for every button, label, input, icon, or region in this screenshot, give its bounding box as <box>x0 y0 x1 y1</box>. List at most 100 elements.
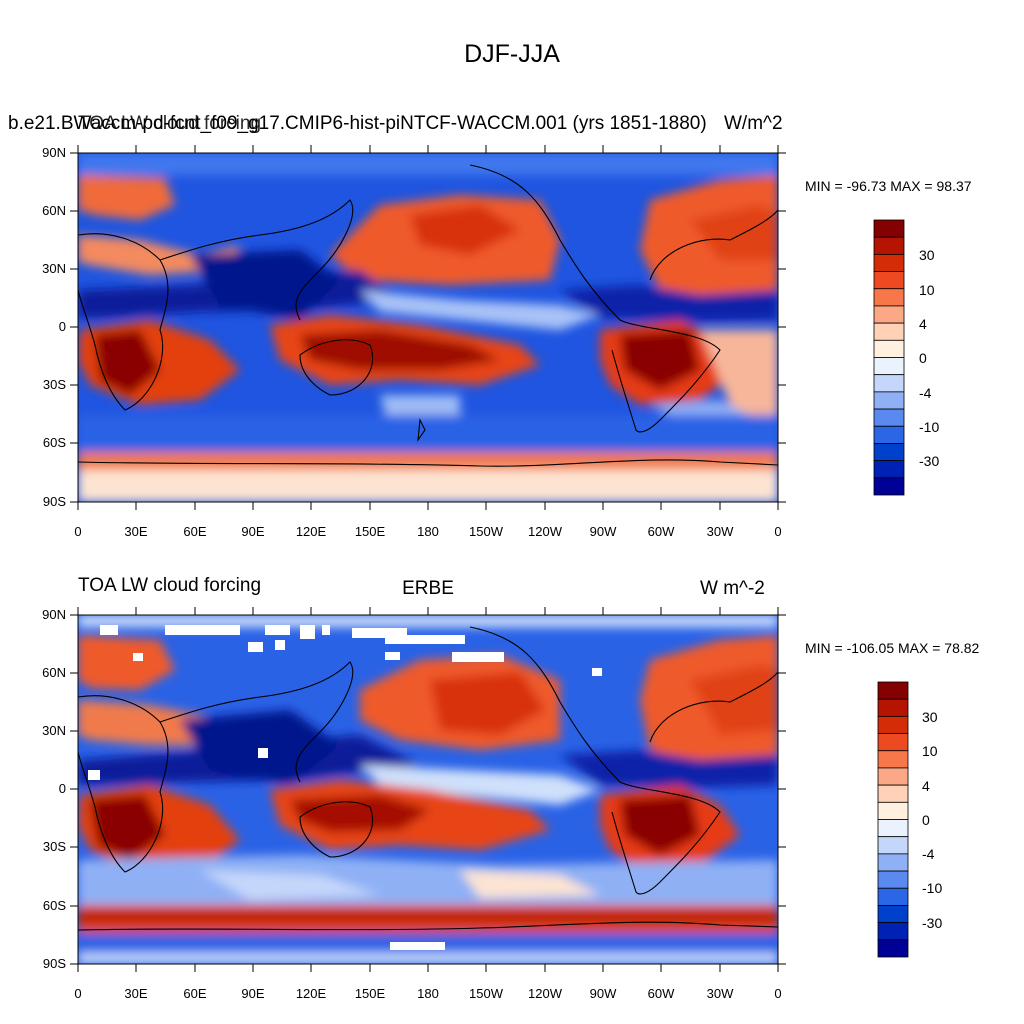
colorbar-swatch <box>877 698 909 717</box>
panel1-colorbar-label: 4 <box>919 316 927 332</box>
colorbar-swatch <box>873 219 905 238</box>
panel1-lon-label: 30E <box>124 524 148 539</box>
panel2-lon-label: 0 <box>74 986 82 1001</box>
panel2-lat-label: 30S <box>42 839 66 854</box>
panel1-lon-label: 150W <box>469 524 503 539</box>
colorbar-swatch <box>877 922 909 941</box>
colorbar-swatch <box>877 784 909 803</box>
panel1-ticks <box>70 145 786 510</box>
panel2-colorbar-label: 0 <box>922 812 930 828</box>
panel1-contour-field <box>78 153 778 502</box>
panel1-lon-label: 180 <box>417 524 439 539</box>
panel1-lon-label: 90E <box>241 524 265 539</box>
colorbar-swatch <box>877 853 909 872</box>
panel1-lon-label: 0 <box>74 524 82 539</box>
panel1-colorbar <box>873 219 905 496</box>
colorbar-swatch <box>877 715 909 734</box>
panel2-lat-label: 60S <box>42 898 66 913</box>
colorbar-swatch <box>877 681 909 700</box>
colorbar-swatch <box>873 288 905 307</box>
colorbar-swatch <box>873 253 905 272</box>
panel1-lon-label: 150E <box>354 524 386 539</box>
colorbar-swatch <box>877 819 909 838</box>
colorbar-swatch <box>873 374 905 393</box>
panel2-lat-label: 0 <box>58 781 66 796</box>
panel2-lon-label: 180 <box>417 986 439 1001</box>
panel2-lon-label: 60W <box>647 986 675 1001</box>
panel1-lon-label: 60W <box>647 524 675 539</box>
panel1-lat-label: 30N <box>42 261 66 276</box>
panel2-colorbar-label: 4 <box>922 778 930 794</box>
colorbar-swatch <box>873 443 905 462</box>
panel1-lat-label: 90N <box>42 145 66 160</box>
panel2-dataset-label: ERBE <box>402 578 454 599</box>
colorbar-swatch <box>873 271 905 290</box>
panel2-contour-field <box>78 615 778 964</box>
panel2-units-label: W m^-2 <box>700 578 765 599</box>
panel1-lat-label: 60S <box>42 435 66 450</box>
panel1-variable-label: TOA LW cloud forcing <box>78 113 262 134</box>
colorbar-swatch <box>873 357 905 376</box>
panel2-colorbar-label: -4 <box>922 846 935 862</box>
colorbar-swatch <box>877 887 909 906</box>
panel2-lon-label: 90W <box>589 986 617 1001</box>
panel1-lon-label: 60E <box>183 524 207 539</box>
panel2-lat-label: 90S <box>42 956 66 971</box>
panel2-lat-label: 90N <box>42 607 66 622</box>
panel1-lon-label: 120E <box>295 524 327 539</box>
colorbar-swatch <box>877 836 909 855</box>
panel1-coastlines <box>78 164 778 467</box>
panel2-lon-label: 90E <box>241 986 265 1001</box>
panel1-lon-label: 120W <box>528 524 562 539</box>
panel2-colorbar-label: 30 <box>922 709 938 725</box>
panel1-colorbar-label: 0 <box>919 350 927 366</box>
panel1-colorbar-label: -10 <box>919 419 940 435</box>
panel2-colorbar <box>877 681 909 958</box>
panel2-lat-label: 30N <box>42 723 66 738</box>
colorbar-swatch <box>877 801 909 820</box>
panel1-colorbar-label: -4 <box>919 385 932 401</box>
panel2-lon-label: 120W <box>528 986 562 1001</box>
panel2-lon-label: 60E <box>183 986 207 1001</box>
colorbar-swatch <box>877 767 909 786</box>
colorbar-swatch <box>877 733 909 752</box>
panel1-lon-label: 90W <box>589 524 617 539</box>
panel2-lon-label: 150W <box>469 986 503 1001</box>
page-title: DJF-JJA <box>464 40 560 68</box>
panel1-lon-label: 0 <box>774 524 782 539</box>
panel1-colorbar-label: 30 <box>919 247 935 263</box>
panel1-lat-label: 30S <box>42 377 66 392</box>
panel1-units-label: W/m^2 <box>724 113 783 134</box>
panel1-lat-label: 0 <box>58 319 66 334</box>
panel1-case-label: b.e21.BWaccm-pd-fcnt_f09_g17.CMIP6-hist-… <box>8 113 707 134</box>
panel2-lat-label: 60N <box>42 665 66 680</box>
panel2-lon-label: 30E <box>124 986 148 1001</box>
panel1-lon-label: 30W <box>706 524 734 539</box>
panel1-lat-label: 90S <box>42 494 66 509</box>
colorbar-swatch <box>873 391 905 410</box>
panel2-missing-data <box>88 625 602 950</box>
colorbar-swatch <box>873 460 905 479</box>
colorbar-swatch <box>877 870 909 889</box>
panel1-colorbar-label: -30 <box>919 453 940 469</box>
panel1-colorbar-label: 10 <box>919 282 935 298</box>
panel2-min-max: MIN = -106.05 MAX = 78.82 <box>805 640 980 656</box>
panel2-variable-label: TOA LW cloud forcing <box>78 575 262 596</box>
colorbar-swatch <box>877 750 909 769</box>
panel2-lon-label: 150E <box>354 986 386 1001</box>
colorbar-swatch <box>873 322 905 341</box>
panel1-lat-label: 60N <box>42 203 66 218</box>
panel2-coastlines <box>78 626 778 931</box>
panel2-colorbar-label: -30 <box>922 915 943 931</box>
colorbar-swatch <box>873 305 905 324</box>
colorbar-swatch <box>873 236 905 255</box>
colorbar-swatch <box>873 339 905 358</box>
panel1-min-max: MIN = -96.73 MAX = 98.37 <box>805 178 972 194</box>
panel2-colorbar-label: 10 <box>922 743 938 759</box>
colorbar-swatch <box>873 425 905 444</box>
panel2-lon-label: 120E <box>295 986 327 1001</box>
panel2-colorbar-label: -10 <box>922 880 943 896</box>
colorbar-swatch <box>873 408 905 427</box>
colorbar-swatch <box>873 477 905 496</box>
